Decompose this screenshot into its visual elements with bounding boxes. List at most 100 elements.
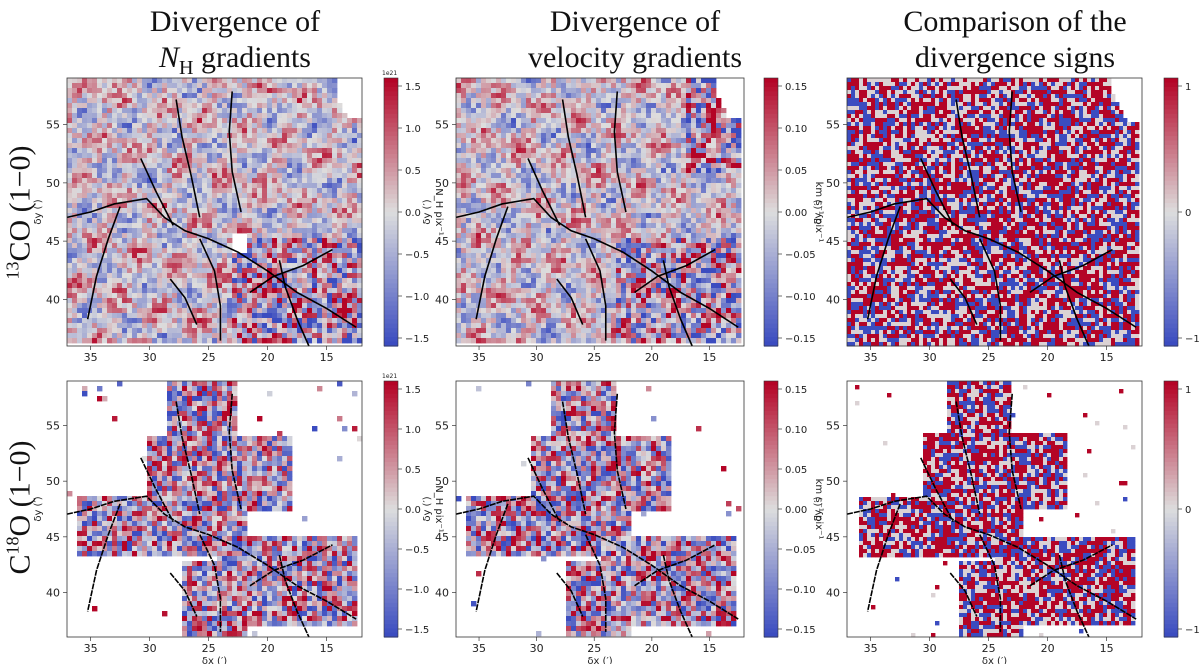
map-pixel (327, 288, 333, 294)
map-pixel (257, 253, 263, 259)
map-pixel (616, 188, 622, 194)
map-pixel (581, 113, 587, 119)
map-pixel (661, 193, 667, 199)
map-pixel (92, 293, 98, 299)
map-pixel (511, 233, 517, 239)
map-pixel (292, 163, 298, 169)
map-pixel (267, 313, 273, 319)
map-pixel (526, 218, 532, 224)
map-pixel (312, 193, 318, 199)
map-pixel (456, 133, 462, 139)
map-pixel (571, 213, 577, 219)
map-pixel (262, 118, 268, 124)
map-pixel (152, 213, 158, 219)
map-pixel (262, 123, 268, 129)
map-pixel (476, 193, 482, 199)
map-pixel (192, 303, 198, 309)
map-pixel (142, 223, 148, 229)
map-pixel (302, 103, 308, 109)
map-pixel (606, 168, 612, 174)
map-pixel (287, 333, 293, 339)
map-pixel (516, 78, 522, 84)
map-pixel (132, 293, 138, 299)
map-pixel (691, 128, 697, 134)
map-pixel (606, 138, 612, 144)
map-pixel (322, 333, 328, 339)
map-pixel (506, 88, 512, 94)
map-pixel (726, 163, 732, 169)
map-pixel (302, 128, 308, 134)
map-pixel (277, 208, 283, 214)
map-pixel (267, 128, 273, 134)
map-pixel (117, 153, 123, 159)
map-pixel (247, 228, 253, 234)
map-pixel (102, 228, 108, 234)
map-pixel (601, 228, 607, 234)
map-pixel (252, 133, 258, 139)
map-pixel (177, 228, 183, 234)
map-pixel (127, 298, 133, 304)
map-pixel (147, 248, 153, 254)
map-pixel (247, 218, 253, 224)
map-pixel (566, 218, 572, 224)
map-pixel (312, 283, 318, 289)
map-pixel (262, 303, 268, 309)
map-pixel (486, 88, 492, 94)
map-pixel (626, 168, 632, 174)
map-pixel (337, 298, 343, 304)
map-pixel (197, 128, 203, 134)
map-pixel (606, 88, 612, 94)
map-pixel (247, 193, 253, 199)
map-pixel (706, 118, 712, 124)
map-pixel (277, 188, 283, 194)
map-pixel (317, 263, 323, 269)
map-pixel (656, 218, 662, 224)
map-pixel (586, 203, 592, 209)
map-pixel (297, 233, 303, 239)
map-pixel (491, 78, 497, 84)
map-pixel (636, 88, 642, 94)
map-pixel (222, 173, 228, 179)
map-pixel (506, 83, 512, 89)
map-pixel (282, 258, 288, 264)
map-pixel (491, 98, 497, 104)
map-pixel (636, 123, 642, 129)
map-pixel (267, 223, 273, 229)
map-pixel (307, 298, 313, 304)
map-pixel (342, 138, 348, 144)
map-pixel (142, 258, 148, 264)
map-pixel (591, 78, 597, 84)
map-pixel (626, 153, 632, 159)
map-pixel (666, 148, 672, 154)
map-pixel (357, 258, 363, 264)
map-pixel (641, 203, 647, 209)
map-pixel (312, 173, 318, 179)
map-pixel (167, 143, 173, 149)
map-pixel (516, 183, 522, 189)
column-title-velocity: Divergence of velocity gradients (475, 4, 795, 76)
map-pixel (227, 103, 233, 109)
map-pixel (476, 128, 482, 134)
map-pixel (546, 133, 552, 139)
map-pixel (162, 248, 168, 254)
map-pixel (182, 83, 188, 89)
map-pixel (257, 303, 263, 309)
map-pixel (232, 168, 238, 174)
map-pixel (297, 258, 303, 264)
map-pixel (112, 103, 118, 109)
map-pixel (646, 108, 652, 114)
map-pixel (67, 88, 73, 94)
map-pixel (72, 338, 78, 344)
map-pixel (471, 163, 477, 169)
map-pixel (287, 123, 293, 129)
map-pixel (137, 173, 143, 179)
map-pixel (237, 148, 243, 154)
map-pixel (217, 108, 223, 114)
map-pixel (596, 203, 602, 209)
map-pixel (97, 223, 103, 229)
map-pixel (202, 218, 208, 224)
map-pixel (481, 188, 487, 194)
map-pixel (706, 168, 712, 174)
map-pixel (207, 338, 213, 344)
